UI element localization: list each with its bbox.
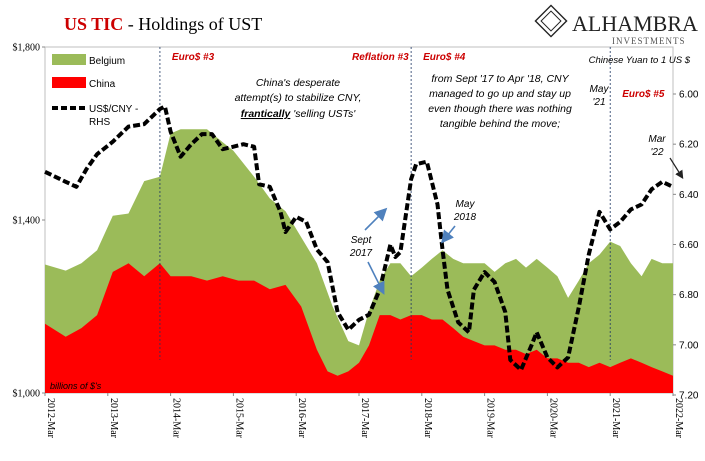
x-tick-label: 2015-Mar [233, 398, 244, 439]
x-tick-label: 2017-Mar [359, 398, 370, 439]
event-label-4: Euro$ #4 [423, 52, 466, 63]
legend-label-1: China [89, 79, 116, 90]
sept-note-line-2: managed to go up and stay up [429, 88, 571, 100]
brand-sub: INVESTMENTS [612, 36, 686, 46]
x-tick-label: 2021-Mar [610, 398, 621, 439]
x-tick-label: 2020-Mar [547, 398, 558, 439]
legend-label-2: US$/CNY -RHS [89, 104, 138, 128]
sept-note-line-1: from Sept '17 to Apr '18, CNY [431, 73, 569, 85]
may2018-label-2: 2018 [453, 212, 477, 223]
china-note-selling: 'selling USTs' [290, 108, 356, 120]
brand-name: ALHAMBRA [572, 11, 698, 36]
right-axis: 6.00 6.20 6.40 6.60 6.80 7.00 7.20 [673, 90, 699, 402]
right-tick-label: 7.20 [679, 391, 699, 402]
right-tick-label: 6.60 [679, 240, 699, 251]
china-note-line-2: attempt(s) to stabilize CNY, [235, 92, 362, 104]
china-note-line-1: China's desperate [256, 77, 340, 89]
x-axis: 2012-Mar 2013-Mar 2014-Mar 2015-Mar 2016-Mar… [44, 393, 684, 439]
legend: Belgium China US$/CNY -RHS [52, 54, 138, 128]
may21-label-2: '21 [592, 97, 605, 108]
china-note-frantic: frantically [241, 108, 292, 120]
sept2017-arrow-up [364, 207, 388, 231]
left-tick-label: $1,400 [13, 216, 41, 227]
cny-line [44, 104, 674, 372]
legend-swatch-1 [52, 77, 86, 88]
legend-swatch-0 [52, 54, 86, 65]
reflation-label: Reflation #3 [352, 52, 409, 63]
left-tick-label: $1,000 [13, 389, 41, 400]
svg-text:frantically 'selling USTs': frantically 'selling USTs' [241, 108, 357, 120]
title-main: US TIC [64, 14, 123, 34]
x-tick-label: 2012-Mar [45, 398, 56, 439]
x-tick-label: 2019-Mar [485, 398, 496, 439]
title-rest: - Holdings of UST [123, 14, 262, 34]
cny-line-layer [44, 104, 674, 372]
event-label-5: Euro$ #5 [622, 89, 665, 100]
sept2017-label-1: Sept [351, 235, 373, 246]
x-tick-label: 2016-Mar [296, 398, 307, 439]
right-tick-label: 6.20 [679, 140, 699, 151]
mar22-label-1: Mar [648, 134, 666, 145]
may2018-label-1: May [456, 199, 476, 210]
sept2017-arrow-down [367, 261, 385, 295]
x-tick-label: 2014-Mar [171, 398, 182, 439]
x-tick-label: 2013-Mar [108, 398, 119, 439]
right-tick-label: 6.40 [679, 190, 699, 201]
svg-text:US TIC - Holdings of UST: US TIC - Holdings of UST [64, 14, 262, 34]
event-lines: Euro$ #3 Euro$ #4 Euro$ #5 [159, 47, 665, 360]
right-tick-label: 7.00 [679, 340, 699, 351]
right-axis-title: Chinese Yuan to 1 US $ [589, 55, 691, 66]
area-china [45, 263, 673, 393]
may21-label-1: May [590, 84, 610, 95]
right-tick-label: 6.00 [679, 90, 699, 101]
sept-note-line-3: even though there was nothing [428, 103, 572, 115]
sept-note-line-4: tangible behind the move; [440, 118, 560, 130]
sept2017-label-2: 2017 [349, 248, 373, 259]
may2018-arrow [441, 225, 456, 244]
left-axis: $1,000 $1,400 $1,800 [13, 43, 45, 400]
area-layer [45, 129, 673, 393]
alhambra-logo: ALHAMBRA INVESTMENTS [534, 4, 698, 46]
legend-label-0: Belgium [89, 56, 125, 67]
left-tick-label: $1,800 [13, 43, 41, 54]
x-tick-label: 2022-Mar [673, 398, 684, 439]
mar22-label-2: '22 [650, 147, 663, 158]
mar22-arrow [669, 157, 684, 180]
event-label-3: Euro$ #3 [172, 52, 215, 63]
units-note: billions of $'s [50, 381, 102, 391]
x-tick-label: 2018-Mar [422, 398, 433, 439]
right-tick-label: 6.80 [679, 290, 699, 301]
